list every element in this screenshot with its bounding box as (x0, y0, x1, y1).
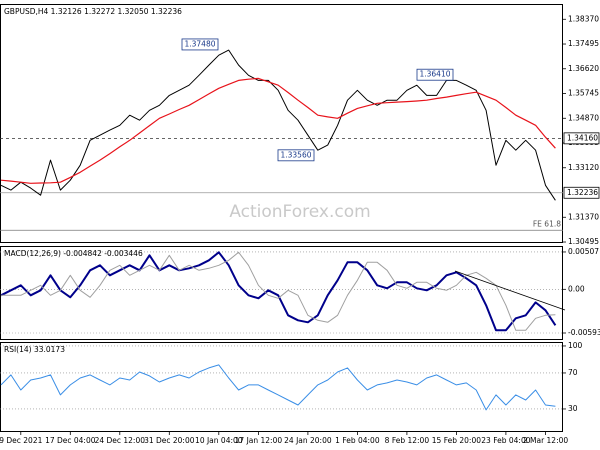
x-tick-label: 17 Jan 12:00 (235, 436, 283, 445)
price-label-box (181, 38, 219, 51)
x-tick-label: 24 Jan 20:00 (284, 436, 332, 445)
level-label: 1.32236 (567, 188, 598, 197)
level-label: 1.34160 (567, 133, 598, 142)
level-label-box (563, 132, 600, 145)
y-tick-label: 1.33120 (568, 163, 599, 172)
y-tick-label: 1.31370 (568, 212, 599, 221)
price-label-box (277, 149, 315, 162)
y-tick-label: 100 (568, 341, 583, 350)
x-tick-label: 15 Feb 20:00 (432, 436, 481, 445)
panel-title: RSI(14) 33.0173 (4, 345, 65, 354)
y-tick-label: 1.38370 (568, 14, 599, 23)
fe-label: FE 61.8 (533, 219, 561, 228)
y-tick-label: 0.00507 (568, 247, 599, 256)
price-label: 1.36410 (419, 70, 450, 79)
series-line (0, 251, 557, 332)
x-tick-label: 23 Feb 04:00 (481, 436, 530, 445)
x-tick-label: 1 Feb 04:00 (335, 436, 380, 445)
series-line (1, 251, 556, 331)
x-tick-label: 31 Dec 20:00 (144, 436, 195, 445)
y-tick-label: 1.34870 (568, 113, 599, 122)
y-tick-label: 0.00 (568, 284, 585, 293)
trend-line (454, 270, 566, 311)
x-tick-label: 9 Dec 2021 (0, 436, 43, 445)
panel-title: MACD(12,26,9) -0.004842 -0.003446 (4, 249, 143, 258)
x-tick-label: 2 Mar 12:00 (523, 436, 569, 445)
series-line (0, 77, 556, 184)
y-tick-label: 1.35745 (568, 89, 599, 98)
y-tick-label: 30 (568, 404, 578, 413)
y-tick-label: -0.00593 (568, 328, 600, 337)
panel-title: GBPUSD,H4 1.32126 1.32272 1.32050 1.3223… (4, 7, 182, 16)
series-line (0, 49, 556, 201)
y-tick-label: 1.30495 (568, 237, 599, 246)
price-label-box (416, 68, 454, 81)
x-tick-label: 24 Dec 12:00 (95, 436, 146, 445)
watermark: ActionForex.com (229, 202, 370, 222)
x-tick-label: 17 Dec 04:00 (45, 436, 96, 445)
price-label: 1.33560 (280, 150, 311, 159)
y-tick-label: 70 (568, 368, 578, 377)
y-tick-label: 1.36620 (568, 64, 599, 73)
y-tick-label: 1.37495 (568, 39, 599, 48)
level-label-box (563, 186, 600, 199)
panel (0, 4, 563, 243)
series-line (0, 364, 556, 411)
x-tick-label: 10 Jan 04:00 (195, 436, 243, 445)
price-label: 1.37480 (184, 39, 215, 48)
x-tick-label: 8 Feb 12:00 (385, 436, 430, 445)
panel (0, 342, 563, 432)
